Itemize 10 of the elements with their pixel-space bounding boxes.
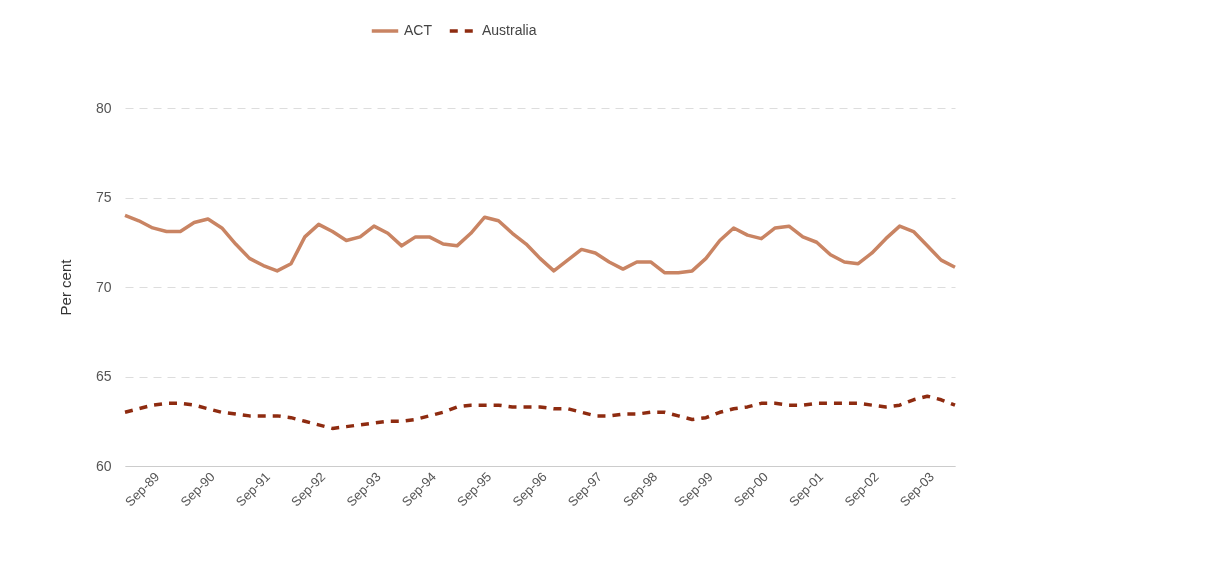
y-tick-label: 80 — [95, 99, 112, 116]
legend-label: ACT — [404, 22, 433, 38]
y-tick-label: 70 — [95, 278, 112, 295]
legend-label: Australia — [482, 22, 537, 38]
y-tick-label: 65 — [95, 368, 112, 384]
line-series — [123, 213, 957, 275]
y-axis-title: Per cent — [56, 258, 74, 316]
y-tick-label: 75 — [95, 189, 112, 205]
line-series — [123, 394, 957, 431]
y-tick-label: 60 — [95, 457, 112, 474]
